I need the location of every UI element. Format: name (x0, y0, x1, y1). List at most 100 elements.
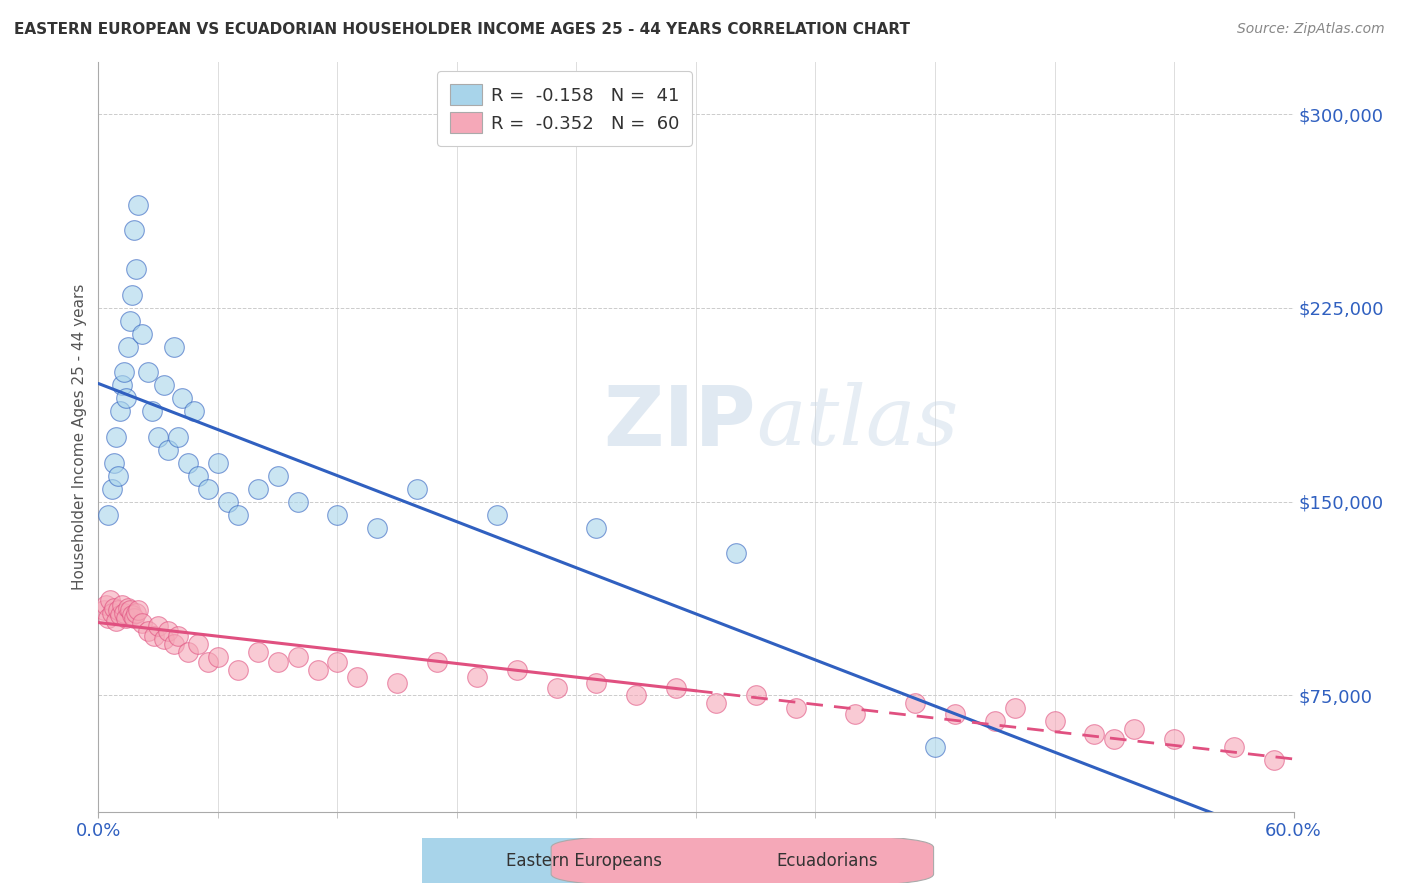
Point (704, 696, 727, 710)
Point (943, 706, 966, 721)
Point (585, 520, 607, 534)
Point (153, 632, 176, 646)
Point (96, 598, 118, 612)
Point (148, 430, 170, 444)
Point (246, 482, 269, 496)
Point (217, 494, 239, 508)
Point (207, 456, 229, 470)
Point (984, 714, 1007, 729)
Point (101, 606, 124, 620)
Text: EASTERN EUROPEAN VS ECUADORIAN HOUSEHOLDER INCOME AGES 25 - 44 YEARS CORRELATION: EASTERN EUROPEAN VS ECUADORIAN HOUSEHOLD… (14, 22, 910, 37)
Point (546, 681, 568, 695)
Point (177, 644, 200, 658)
Point (426, 655, 449, 669)
Point (143, 629, 166, 643)
Point (112, 606, 135, 620)
Point (326, 508, 349, 522)
Point (103, 600, 125, 615)
Point (1123, 722, 1146, 736)
Point (105, 614, 128, 628)
Point (153, 378, 176, 392)
Point (117, 600, 139, 615)
Point (93, 603, 115, 617)
Point (366, 520, 388, 534)
Point (148, 618, 170, 632)
Point (197, 482, 219, 496)
Point (131, 326, 153, 341)
Point (121, 608, 143, 623)
Point (115, 611, 138, 625)
Point (585, 675, 607, 690)
Point (287, 494, 309, 508)
Point (157, 624, 180, 638)
Point (98, 592, 122, 607)
Point (904, 696, 927, 710)
Y-axis label: Householder Income Ages 25 - 44 years: Householder Income Ages 25 - 44 years (72, 284, 87, 591)
Point (844, 706, 866, 721)
Point (172, 392, 194, 406)
Point (167, 430, 190, 444)
Point (111, 598, 134, 612)
Point (111, 378, 134, 392)
Point (141, 404, 163, 418)
Legend: R =  -0.158   N =  41, R =  -0.352   N =  60: R = -0.158 N = 41, R = -0.352 N = 60 (437, 71, 692, 145)
Point (103, 456, 125, 470)
Point (785, 701, 807, 715)
Point (136, 366, 159, 380)
Point (127, 603, 149, 617)
Point (246, 644, 269, 658)
Point (120, 314, 142, 328)
Point (107, 603, 129, 617)
Point (110, 404, 132, 418)
Point (177, 456, 200, 470)
Point (136, 624, 159, 638)
Point (124, 611, 146, 625)
Text: ZIP: ZIP (603, 382, 756, 463)
Point (127, 197, 149, 211)
Point (287, 649, 309, 664)
Point (626, 689, 648, 703)
Point (183, 404, 205, 418)
Point (112, 366, 135, 380)
Text: Source: ZipAtlas.com: Source: ZipAtlas.com (1237, 22, 1385, 37)
Point (307, 663, 329, 677)
Text: atlas: atlas (756, 382, 957, 462)
Point (1004, 701, 1026, 715)
Point (406, 482, 429, 496)
Point (187, 468, 209, 483)
Point (346, 670, 368, 684)
Point (207, 649, 229, 664)
FancyBboxPatch shape (281, 834, 664, 888)
Point (157, 442, 180, 457)
FancyBboxPatch shape (551, 834, 934, 888)
Point (97, 508, 120, 522)
Point (115, 392, 138, 406)
Point (924, 740, 946, 755)
Point (226, 663, 249, 677)
Point (105, 430, 128, 444)
Point (1223, 740, 1246, 755)
Point (267, 468, 290, 483)
Point (187, 637, 209, 651)
Point (197, 655, 219, 669)
Point (124, 223, 146, 237)
Point (665, 681, 688, 695)
Point (110, 608, 132, 623)
Point (120, 603, 142, 617)
Point (1104, 732, 1126, 747)
Point (745, 689, 768, 703)
Text: Eastern Europeans: Eastern Europeans (506, 852, 662, 870)
Point (125, 606, 148, 620)
Point (125, 262, 148, 277)
Point (101, 482, 124, 496)
Point (1083, 727, 1105, 741)
Point (121, 288, 143, 302)
Point (326, 655, 349, 669)
Point (1043, 714, 1066, 729)
Point (1263, 753, 1285, 767)
Text: Ecuadorians: Ecuadorians (776, 852, 877, 870)
Point (485, 508, 508, 522)
Point (724, 546, 747, 560)
Point (107, 468, 129, 483)
Point (465, 670, 488, 684)
